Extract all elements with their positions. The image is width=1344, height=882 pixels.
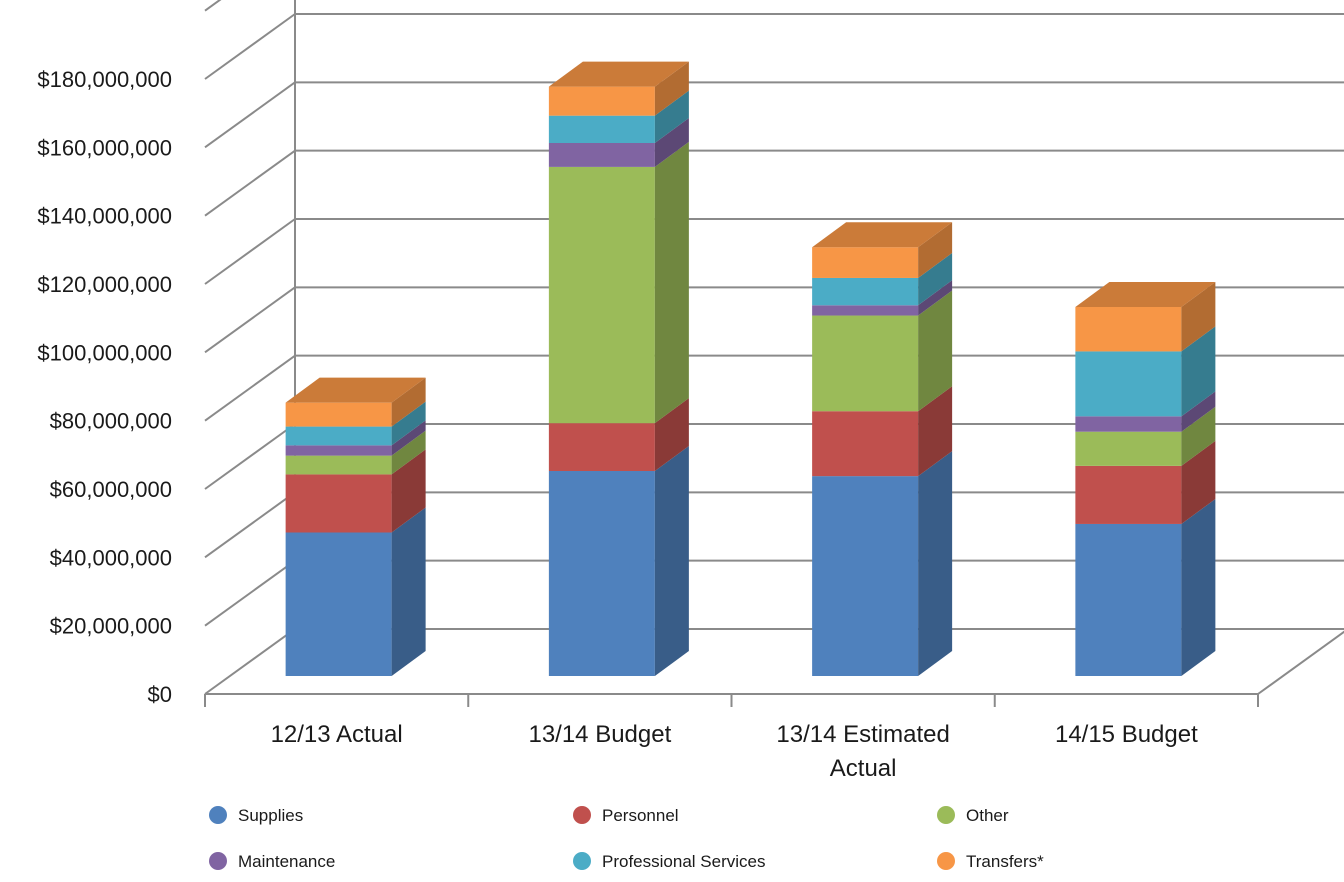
gridline-diagonal xyxy=(204,423,296,490)
x-tick-label: 13/14 Estimated xyxy=(776,721,949,748)
bar-segment-front xyxy=(1075,351,1182,417)
bar-segment-front xyxy=(812,476,919,676)
bar-segment-side xyxy=(918,280,953,316)
bar-segment-front xyxy=(548,86,655,116)
bar-segment-side xyxy=(918,252,953,306)
bar-segment-side xyxy=(1181,282,1216,352)
legend-marker xyxy=(573,852,591,870)
bar-segment-side xyxy=(654,61,689,116)
bar-segment-side xyxy=(391,377,426,427)
gridline-diagonal xyxy=(204,628,296,695)
legend-label: Maintenance xyxy=(238,852,335,871)
bar-segment-front xyxy=(812,247,919,278)
gridline-diagonal xyxy=(204,0,222,12)
legend-label: Personnel xyxy=(602,806,679,825)
legend-label: Transfers* xyxy=(966,852,1044,871)
bar-segment-front xyxy=(812,277,919,306)
bar-segment-front xyxy=(1075,523,1182,676)
gridline-diagonal xyxy=(204,149,296,217)
bar-segment-side xyxy=(1181,391,1216,432)
bar-segment-side xyxy=(918,451,953,676)
bar-segment-front xyxy=(285,426,392,446)
bar-segment-side xyxy=(1181,440,1216,524)
gridline-diagonal xyxy=(204,13,296,80)
bar-segment-side xyxy=(654,398,689,471)
bar-segment-side xyxy=(654,118,689,167)
y-tick-label: $60,000,000 xyxy=(50,477,172,502)
bar-segment-side xyxy=(654,141,689,424)
bar-segment-side xyxy=(918,386,953,477)
floor-right-edge xyxy=(1257,630,1344,695)
x-tick-label: Actual xyxy=(830,755,897,782)
bar-segment-side xyxy=(391,430,426,475)
y-tick-label: $20,000,000 xyxy=(50,614,172,639)
bar-segment-front xyxy=(285,455,392,475)
bar-top-face xyxy=(812,222,953,248)
bar-top-face xyxy=(285,377,426,403)
gridline-diagonal xyxy=(204,218,296,285)
bar-segment-side xyxy=(1181,498,1216,676)
y-tick-label: $180,000,000 xyxy=(37,67,172,92)
bar-segment-side xyxy=(1181,326,1216,417)
y-tick-label: $140,000,000 xyxy=(37,204,172,229)
bar-segment-front xyxy=(812,305,919,316)
bar-segment-front xyxy=(812,315,919,412)
x-tick-label: 13/14 Budget xyxy=(528,721,671,748)
bar-segment-side xyxy=(918,290,953,412)
y-tick-label: $160,000,000 xyxy=(37,135,172,160)
bar-segment-side xyxy=(654,90,689,143)
legend-marker xyxy=(209,806,227,824)
legend-marker xyxy=(937,806,955,824)
bar-segment-front xyxy=(285,532,392,676)
bar-segment-front xyxy=(548,423,655,471)
bar-segment-front xyxy=(285,445,392,456)
x-tick-label: 14/15 Budget xyxy=(1055,721,1198,748)
legend-marker xyxy=(573,806,591,824)
gridline-diagonal xyxy=(204,354,296,422)
bar-segment-front xyxy=(548,115,655,143)
y-tick-label: $40,000,000 xyxy=(50,545,172,570)
legend-label: Professional Services xyxy=(602,852,765,871)
legend-label: Other xyxy=(966,806,1009,825)
bar-segment-side xyxy=(918,222,953,278)
bar-segment-side xyxy=(654,446,689,676)
y-tick-label: $100,000,000 xyxy=(37,340,172,365)
bar-segment-front xyxy=(1075,307,1182,352)
bar-segment-side xyxy=(391,507,426,676)
x-tick-label: 12/13 Actual xyxy=(271,721,403,748)
bar-top-face xyxy=(548,61,689,87)
legend-marker xyxy=(209,852,227,870)
bar-segment-side xyxy=(1181,406,1216,466)
bar-segment-front xyxy=(548,143,655,167)
legend-marker xyxy=(937,852,955,870)
bar-segment-front xyxy=(1075,431,1182,466)
bar-segment-front xyxy=(1075,465,1182,524)
bar-top-face xyxy=(1075,282,1216,307)
y-tick-label: $0 xyxy=(148,682,172,707)
gridline-diagonal xyxy=(204,559,296,627)
gridline-diagonal xyxy=(204,491,296,559)
bar-segment-front xyxy=(1075,416,1182,432)
bar-segment-front xyxy=(812,411,919,477)
gridline-diagonal xyxy=(204,81,296,149)
bar-segment-side xyxy=(391,401,426,446)
legend-label: Supplies xyxy=(238,806,303,825)
bar-segment-front xyxy=(285,474,392,533)
bar-segment-side xyxy=(391,420,426,456)
bar-segment-side xyxy=(391,449,426,533)
bar-segment-front xyxy=(548,471,655,676)
y-tick-label: $80,000,000 xyxy=(50,409,172,434)
bar-segment-front xyxy=(285,402,392,427)
bar-segment-front xyxy=(548,166,655,424)
y-tick-label: $120,000,000 xyxy=(37,272,172,297)
gridline-diagonal xyxy=(204,286,296,354)
